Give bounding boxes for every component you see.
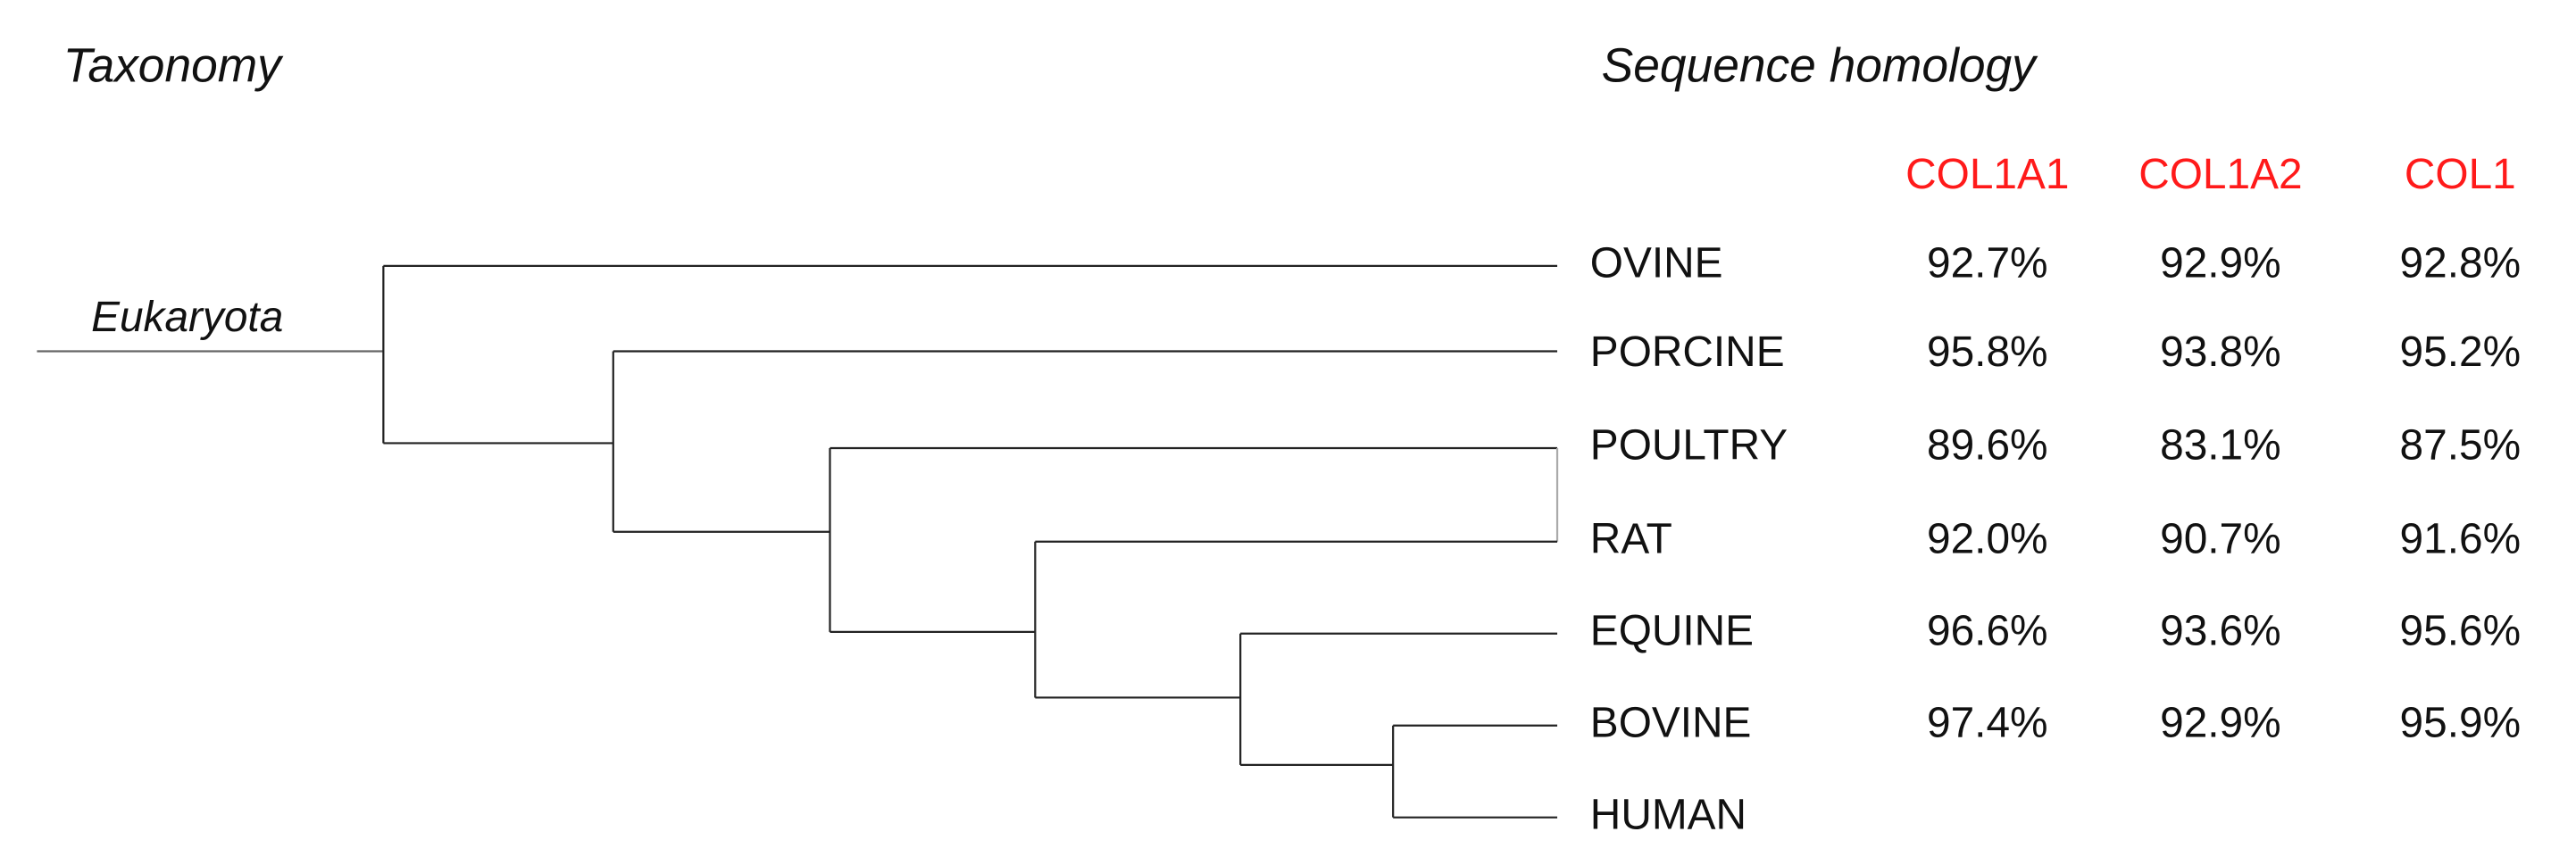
homology-value: 83.1%	[2160, 422, 2281, 470]
homology-value: 87.5%	[2400, 422, 2522, 470]
homology-value: 95.6%	[2400, 607, 2522, 654]
homology-value: 92.8%	[2400, 239, 2522, 287]
homology-value: 91.6%	[2400, 515, 2522, 562]
species-label: PORCINE	[1590, 329, 1785, 376]
homology-value: 92.9%	[2160, 239, 2281, 287]
homology-value: 95.2%	[2400, 329, 2522, 376]
species-label: BOVINE	[1590, 699, 1752, 746]
homology-title: Sequence homology	[1602, 39, 2038, 92]
homology-value: 90.7%	[2160, 515, 2281, 562]
homology-value: 93.6%	[2160, 607, 2281, 654]
homology-value: 92.9%	[2160, 699, 2281, 746]
homology-value: 97.4%	[1927, 699, 2048, 746]
homology-value: 95.9%	[2400, 699, 2522, 746]
species-label: HUMAN	[1590, 791, 1747, 838]
species-label: EQUINE	[1590, 607, 1754, 654]
homology-value: 92.7%	[1927, 239, 2048, 287]
homology-value: 93.8%	[2160, 329, 2281, 376]
homology-value: 92.0%	[1927, 515, 2048, 562]
homology-value: 96.6%	[1927, 607, 2048, 654]
column-header: COL1A2	[2138, 151, 2302, 198]
taxonomy-title: Taxonomy	[63, 39, 284, 92]
species-label: POULTRY	[1590, 422, 1788, 470]
phylogenetic-tree	[37, 264, 1559, 819]
species-label: RAT	[1590, 515, 1672, 562]
homology-value: 95.8%	[1927, 329, 2048, 376]
root-label: Eukaryota	[91, 294, 283, 341]
column-header: COL1	[2405, 151, 2516, 198]
column-header: COL1A1	[1905, 151, 2069, 198]
homology-value: 89.6%	[1927, 422, 2048, 470]
species-label: OVINE	[1590, 239, 1723, 287]
